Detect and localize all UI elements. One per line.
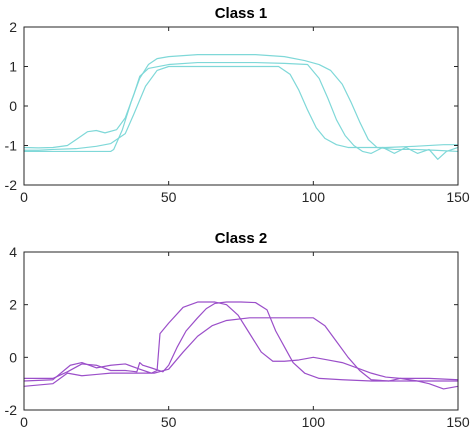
- y-tick-label: -2: [5, 177, 18, 193]
- series-line-1: [23, 65, 459, 151]
- series-line-2: [23, 301, 459, 382]
- y-tick-label: -2: [5, 402, 18, 418]
- y-tick-label: 2: [9, 297, 17, 313]
- axes-box: [23, 251, 459, 411]
- chart-title: Class 1: [215, 5, 268, 22]
- y-tick-label: 2: [9, 19, 17, 35]
- panel-class-1: Class 1 0 50 100 150 -2 -1 0 1 2: [5, 5, 470, 205]
- x-tick-label: 50: [161, 189, 177, 205]
- x-tick-label: 150: [446, 189, 470, 205]
- y-tick-label: 4: [9, 244, 17, 260]
- x-tick-label: 0: [20, 414, 28, 430]
- x-tick-label: 100: [302, 189, 326, 205]
- series-line-3: [23, 54, 459, 153]
- x-tick-label: 150: [446, 414, 470, 430]
- y-tick-label: 0: [9, 349, 17, 365]
- y-tick-label: -1: [5, 138, 18, 154]
- y-tick-label: 1: [9, 59, 17, 75]
- x-tick-label: 50: [161, 414, 177, 430]
- x-tick-label: 100: [302, 414, 326, 430]
- chart-title: Class 2: [215, 230, 268, 247]
- y-tick-label: 0: [9, 98, 17, 114]
- series-line-3: [23, 317, 459, 390]
- series-line-1: [23, 301, 459, 382]
- axes-box: [23, 26, 459, 186]
- x-tick-label: 0: [20, 189, 28, 205]
- series-line-2: [23, 61, 459, 160]
